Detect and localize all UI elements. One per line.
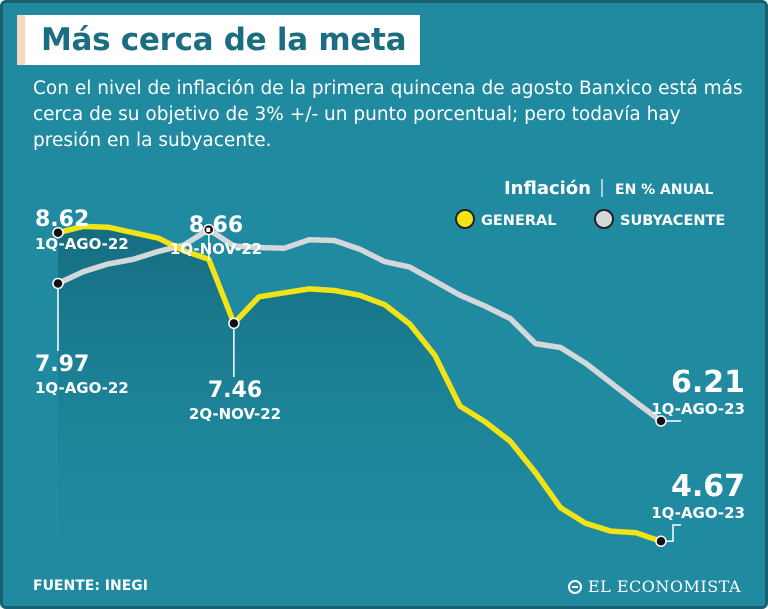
general-1q-ago-23-marker — [655, 535, 667, 548]
subyacente-1q-nov-22-label: 1Q-NOV-22 — [170, 240, 262, 258]
general-1q-ago-23-value: 4.67 — [671, 469, 745, 504]
subtitle: Con el nivel de inflación de la primera … — [33, 78, 743, 151]
title-accent-tab — [17, 15, 25, 65]
legend-general-marker — [455, 209, 475, 229]
subyacente-1q-ago-23-value: 6.21 — [671, 365, 745, 400]
brand-logo: EL ECONOMISTA — [567, 577, 741, 596]
legend-general-label: GENERAL — [481, 213, 556, 229]
subyacente-1q-nov-22-marker — [203, 223, 215, 236]
subyacente-1q-ago-22-value: 7.97 — [35, 352, 89, 377]
general-1q-ago-23-leader — [661, 524, 681, 543]
plot-area: 8.621Q-AGO-227.462Q-NOV-224.671Q-AGO-237… — [35, 207, 745, 578]
subyacente-line — [55, 226, 664, 424]
subyacente-1q-nov-22-value: 8.66 — [189, 213, 243, 238]
inflation-chart: Inflación EN % ANUAL GENERAL SUBYACENTE … — [35, 178, 745, 578]
brand-name: EL ECONOMISTA — [587, 577, 741, 596]
general-1q-ago-22-label: 1Q-AGO-22 — [35, 235, 129, 253]
general-2q-nov-22-marker — [228, 317, 240, 330]
general-2q-nov-22-label: 2Q-NOV-22 — [189, 405, 281, 423]
subyacente-1q-ago-23-marker — [655, 415, 667, 427]
general-1q-ago-22-value: 8.62 — [35, 207, 89, 232]
general-area — [58, 226, 661, 578]
legend-title: Inflación — [504, 178, 591, 199]
subyacente-1q-ago-22-label: 1Q-AGO-22 — [35, 379, 129, 397]
subyacente-1q-ago-23-label: 1Q-AGO-23 — [651, 400, 745, 418]
page-title: Más cerca de la meta — [41, 22, 407, 58]
legend-subyacente-marker — [594, 209, 614, 229]
title-banner: Más cerca de la meta — [17, 15, 421, 65]
general-1q-ago-23-label: 1Q-AGO-23 — [651, 504, 745, 522]
brand-mark-icon — [567, 579, 582, 594]
general-2q-nov-22-value: 7.46 — [208, 378, 262, 403]
source-note: FUENTE: INEGI — [33, 578, 148, 594]
legend-subyacente-label: SUBYACENTE — [620, 213, 725, 229]
general-1q-ago-22-marker — [52, 226, 64, 239]
subyacente-1q-ago-22-marker — [52, 277, 64, 290]
legend-unit: EN % ANUAL — [615, 182, 713, 198]
general-line — [55, 223, 664, 545]
